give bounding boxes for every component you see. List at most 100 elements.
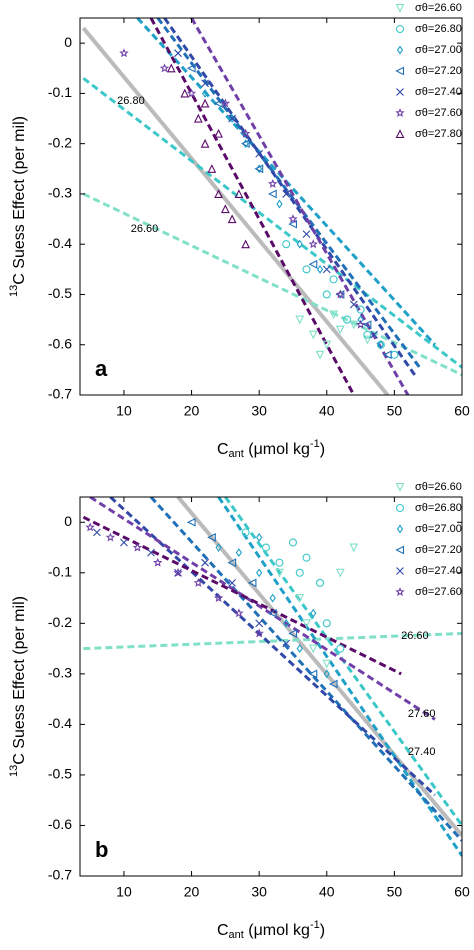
point <box>267 608 277 618</box>
point <box>395 503 405 513</box>
y-axis-label: 13C Suess Effect (per mil) <box>8 116 28 297</box>
point <box>395 545 405 555</box>
point <box>396 45 404 55</box>
y-tick-label: -0.2 <box>48 614 72 630</box>
point <box>93 528 101 537</box>
point <box>275 558 284 567</box>
point <box>234 189 244 198</box>
fit-line <box>81 26 390 395</box>
point <box>349 543 359 553</box>
legend-label: σθ=26.60 <box>415 481 462 493</box>
y-tick-label: -0.3 <box>48 665 72 681</box>
point <box>174 49 182 58</box>
y-label-sup: 13 <box>8 285 20 297</box>
point <box>349 320 359 330</box>
point <box>119 48 129 58</box>
point <box>283 618 290 628</box>
point <box>395 482 405 492</box>
point <box>395 24 405 34</box>
point <box>362 320 372 330</box>
plot-area <box>82 497 462 857</box>
point <box>295 594 305 603</box>
point <box>241 528 250 537</box>
x-tick-label: 20 <box>184 403 200 419</box>
y-label-main: C Suess Effect (per mil) <box>11 596 28 765</box>
point <box>173 567 183 577</box>
y-tick-label: 0 <box>64 34 72 50</box>
point <box>396 567 404 575</box>
point <box>329 275 338 284</box>
x-axis-label: Cant (μmol kg-1) <box>217 919 325 941</box>
point <box>395 129 405 139</box>
legend-label: σθ=27.80 <box>415 128 462 140</box>
point <box>322 659 332 669</box>
x-tick-label: 50 <box>387 884 403 900</box>
fit-line <box>149 18 356 395</box>
point <box>213 99 223 108</box>
point <box>315 578 325 587</box>
point <box>349 300 358 309</box>
annotation: 26.60 <box>401 630 429 642</box>
plot-area <box>81 18 462 395</box>
point <box>207 164 217 173</box>
x-tick-label: 50 <box>387 403 403 419</box>
point <box>227 558 237 568</box>
x-label-sup: -1 <box>310 438 320 450</box>
point <box>296 644 303 654</box>
fit-line <box>149 497 462 842</box>
point <box>362 335 372 345</box>
point <box>316 264 324 274</box>
point <box>395 3 405 13</box>
fit-line <box>82 77 462 369</box>
y-tick-label: -0.4 <box>48 235 72 251</box>
x-tick-label: 60 <box>454 884 470 900</box>
point <box>335 325 345 335</box>
legend-label: σθ=26.60 <box>415 2 462 14</box>
point <box>288 214 298 224</box>
legend-label: σθ=27.40 <box>415 565 462 577</box>
point <box>261 543 270 552</box>
x-label-sub: ant <box>229 929 244 941</box>
legend-label: σθ=26.80 <box>415 502 462 514</box>
point <box>282 190 291 198</box>
fit-line <box>163 18 416 376</box>
y-tick-label: -0.4 <box>48 715 72 731</box>
fit-line <box>176 497 462 837</box>
point <box>395 587 405 596</box>
y-tick-label: -0.7 <box>48 386 72 402</box>
point <box>255 619 264 628</box>
point <box>213 593 224 603</box>
point <box>302 619 311 629</box>
point <box>214 128 223 138</box>
x-label-rest: (μmol kg <box>244 441 310 458</box>
fit-line <box>83 631 462 651</box>
point <box>180 88 190 98</box>
point <box>214 189 223 198</box>
point <box>377 340 384 350</box>
point <box>322 340 332 350</box>
point <box>200 98 210 108</box>
point <box>247 578 257 588</box>
point <box>193 577 204 587</box>
legend-label: σθ=27.60 <box>415 107 462 119</box>
annotation: 26.60 <box>131 223 159 235</box>
fit-line <box>190 18 410 395</box>
point <box>296 239 303 249</box>
point <box>235 548 243 558</box>
fit-line <box>89 497 436 721</box>
point <box>267 189 277 199</box>
point <box>355 319 366 329</box>
point <box>308 259 318 269</box>
point <box>315 350 325 360</box>
point <box>390 350 399 359</box>
x-tick-label: 40 <box>319 884 335 900</box>
legend-label: σθ=27.20 <box>415 544 462 556</box>
point <box>234 608 244 618</box>
point <box>357 315 364 325</box>
point <box>220 98 231 108</box>
annotation: 27.40 <box>408 746 436 758</box>
point <box>215 543 222 552</box>
y-tick-label: -0.5 <box>48 766 72 782</box>
point <box>254 628 264 638</box>
